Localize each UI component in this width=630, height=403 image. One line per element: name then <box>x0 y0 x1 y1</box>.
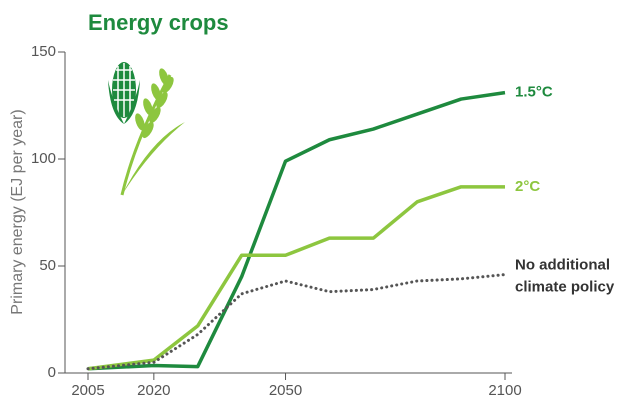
x-tick-label: 2100 <box>488 382 521 399</box>
series-label-line: No additional <box>515 257 610 274</box>
series-line <box>86 273 507 371</box>
series-line <box>87 185 505 371</box>
x-tick-label: 2050 <box>269 382 302 399</box>
chart-title: Energy crops <box>88 10 229 35</box>
x-tick-label: 2005 <box>71 382 104 399</box>
series-label: No additional climate policy <box>515 257 615 296</box>
y-axis-label: Primary energy (EJ per year) <box>9 109 26 314</box>
y-tick-label: 50 <box>39 257 56 274</box>
series-label: 2°C <box>515 178 540 195</box>
crop-icon <box>108 62 185 196</box>
series-line <box>87 90 506 371</box>
x-tick-label: 2020 <box>137 382 170 399</box>
y-tick-label: 100 <box>31 150 56 167</box>
y-tick-label: 150 <box>31 43 56 60</box>
y-tick-label: 0 <box>48 364 56 381</box>
series-label: 1.5°C <box>515 84 553 101</box>
series-label-line: climate policy <box>515 279 615 296</box>
